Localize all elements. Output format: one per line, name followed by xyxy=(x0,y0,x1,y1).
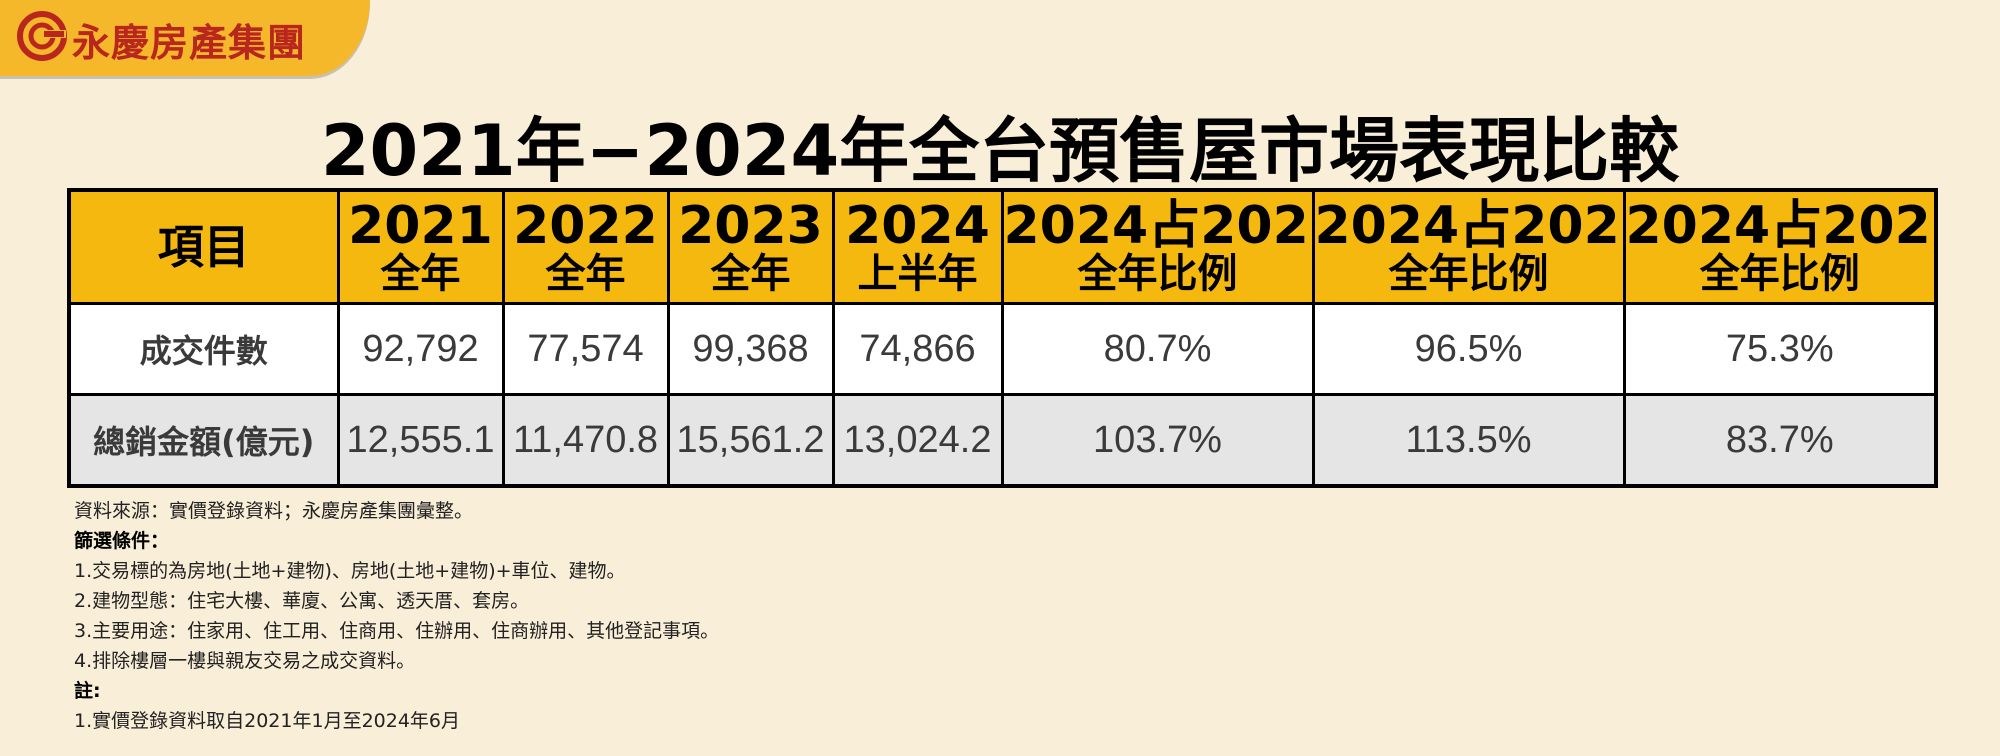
remark-item: 1.實價登錄資料取自2021年1月至2024年6月 xyxy=(74,710,461,732)
header-2023: 2023 全年 xyxy=(666,188,835,305)
table-cell: 75.3% xyxy=(1622,302,1938,396)
table-cell: 83.7% xyxy=(1622,393,1938,488)
footnotes: 資料來源：實價登錄資料；永慶房產集團彙整。 篩選條件： 1.交易標的為房地(土地… xyxy=(74,496,1274,736)
filter-item: 1.交易標的為房地(土地+建物)、房地(土地+建物)+車位、建物。 xyxy=(74,560,626,582)
table-cell: 99,368 xyxy=(666,302,835,396)
filter-item: 2.建物型態：住宅大樓、華廈、公寓、透天厝、套房。 xyxy=(74,590,530,612)
header-sublabel: 上半年 xyxy=(857,251,978,298)
header-label: 2024占2022 xyxy=(1314,195,1624,256)
source-note: 資料來源：實價登錄資料；永慶房產集團彙整。 xyxy=(74,500,474,522)
table-header-row: 項目 2021 全年 2022 全年 2023 全年 2024 上半年 2024占202… xyxy=(67,188,1938,305)
table-cell: 80.7% xyxy=(1000,302,1315,396)
page-title: 2021年−2024年全台預售屋市場表現比較 xyxy=(320,110,1680,192)
header-2024: 2024 上半年 xyxy=(831,188,1004,305)
remark-heading: 註: xyxy=(74,680,101,702)
header-label: 2023 xyxy=(678,195,823,256)
table-cell: 12,555.1 xyxy=(336,393,505,488)
table-cell: 96.5% xyxy=(1311,302,1626,396)
filter-heading: 篩選條件： xyxy=(74,530,170,552)
header-sublabel: 全年 xyxy=(380,251,461,298)
header-label: 2024 xyxy=(845,195,990,256)
row-label: 總銷金額(億元) xyxy=(67,393,340,488)
table-cell: 77,574 xyxy=(501,302,670,396)
table-cell: 11,470.8 xyxy=(501,393,670,488)
header-label: 2024占2021 xyxy=(1003,195,1313,256)
row-label: 成交件數 xyxy=(67,302,340,396)
header-sublabel: 全年比例 xyxy=(1077,251,1238,298)
brand-banner: 永慶房產集團 xyxy=(0,0,370,76)
header-sublabel: 全年 xyxy=(545,251,626,298)
header-ratio-2023: 2024占2023 全年比例 xyxy=(1622,188,1938,305)
table-cell: 92,792 xyxy=(336,302,505,396)
table-cell: 103.7% xyxy=(1000,393,1315,488)
header-ratio-2021: 2024占2021 全年比例 xyxy=(1000,188,1315,305)
table-cell: 74,866 xyxy=(831,302,1004,396)
table-row: 總銷金額(億元) 12,555.1 11,470.8 15,561.2 13,0… xyxy=(67,393,1938,488)
table-row: 成交件數 92,792 77,574 99,368 74,866 80.7% 9… xyxy=(67,302,1938,396)
header-label: 2024占2023 xyxy=(1625,195,1936,256)
header-label: 2022 xyxy=(513,195,658,256)
header-sublabel: 全年 xyxy=(710,251,791,298)
header-sublabel: 全年比例 xyxy=(1388,251,1549,298)
header-ratio-2022: 2024占2022 全年比例 xyxy=(1311,188,1626,305)
table-cell: 15,561.2 xyxy=(666,393,835,488)
filter-item: 3.主要用途：住家用、住工用、住商用、住辦用、住商辦用、其他登記事項。 xyxy=(74,620,720,642)
yungching-swirl-icon xyxy=(17,11,67,61)
header-sublabel: 全年比例 xyxy=(1699,251,1860,298)
market-comparison-table: 項目 2021 全年 2022 全年 2023 全年 2024 上半年 2024占202… xyxy=(67,188,1938,488)
header-2021: 2021 全年 xyxy=(336,188,505,305)
table-cell: 13,024.2 xyxy=(831,393,1004,488)
header-item: 項目 xyxy=(67,188,340,305)
header-label: 2021 xyxy=(348,195,493,256)
header-2022: 2022 全年 xyxy=(501,188,670,305)
filter-item: 4.排除樓層一樓與親友交易之成交資料。 xyxy=(74,650,416,672)
brand-name: 永慶房產集團 xyxy=(72,21,307,65)
table-cell: 113.5% xyxy=(1311,393,1626,488)
